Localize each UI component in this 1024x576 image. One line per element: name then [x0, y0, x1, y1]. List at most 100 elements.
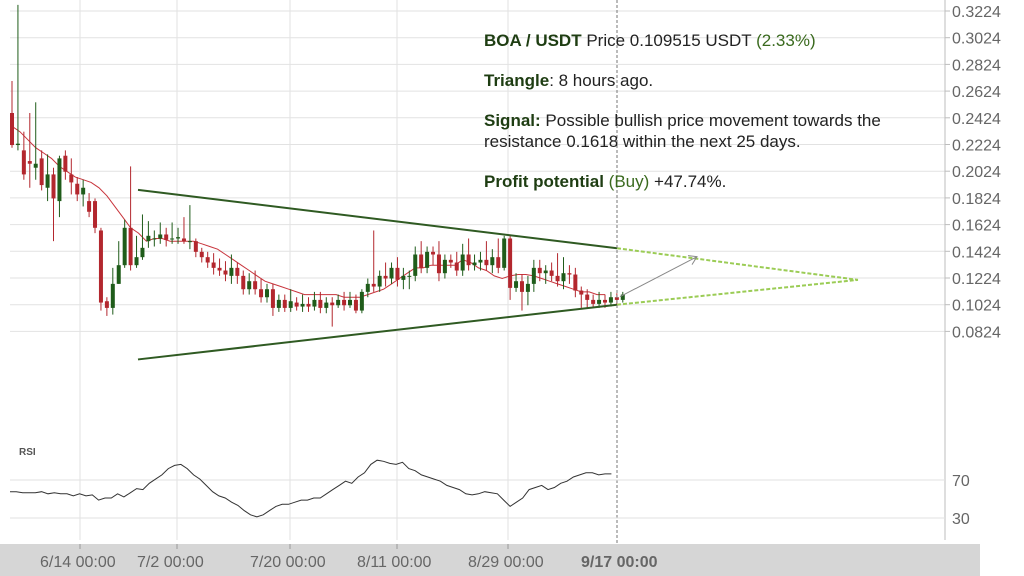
candle-body [211, 262, 216, 268]
current-time-label: 9/17 00:00 [581, 554, 658, 571]
candle-body [33, 163, 38, 168]
candle-body [407, 275, 412, 277]
candle-body [235, 267, 240, 276]
candle-body [496, 257, 501, 268]
candle-body [75, 183, 80, 195]
candle-body [205, 257, 210, 263]
candle-body [140, 247, 145, 258]
candle-body [419, 254, 424, 268]
y-tick-label: 0.0824 [952, 324, 1001, 341]
candle-body [187, 241, 192, 243]
signal-arrow-line [619, 256, 698, 298]
candle-body [158, 234, 163, 239]
candle-body [579, 290, 584, 295]
candle-body [585, 294, 590, 300]
candle-body [561, 273, 566, 282]
candle-body [603, 299, 607, 303]
candle-body [294, 302, 299, 307]
resistance-trendline [137, 188, 618, 250]
candle-body [57, 158, 62, 202]
change-text: (2.33%) [756, 31, 816, 50]
rsi-line [10, 459, 612, 518]
candle-body [377, 275, 382, 287]
profit-value: +47.74%. [654, 172, 727, 191]
ma-series-line [11, 125, 605, 298]
candle-body [454, 262, 459, 271]
candle-body [591, 299, 596, 304]
candle-body [45, 174, 50, 188]
candle-body [253, 281, 258, 290]
candle-body [401, 275, 406, 280]
candle-body [21, 150, 26, 175]
candle-body [555, 275, 560, 282]
candle-body [146, 235, 151, 242]
x-tick-label: 7/2 00:00 [137, 554, 204, 571]
y-tick-label: 0.2224 [952, 138, 1001, 155]
candle-body [460, 254, 465, 271]
x-tick-label: 8/29 00:00 [468, 554, 544, 571]
candle-body [436, 254, 441, 274]
candles [10, 4, 625, 327]
candle-body [502, 238, 507, 268]
rsi-label: RSI [19, 447, 36, 458]
candle-body [597, 299, 602, 304]
candle-body [543, 270, 548, 274]
candle-body [247, 281, 252, 290]
signal-line: Signal: Possible bullish price movement … [484, 110, 914, 152]
x-tick-label: 6/14 00:00 [40, 554, 116, 571]
resistance-projection [616, 247, 859, 281]
candle-body [116, 265, 121, 284]
candle-body [330, 302, 335, 306]
candle-body [241, 275, 246, 290]
candle-body [365, 283, 370, 292]
time-axis-bar [0, 544, 980, 576]
candle-body [87, 201, 92, 212]
triangle-pattern [137, 0, 859, 544]
candle-body [181, 238, 186, 242]
candle-body [306, 303, 311, 307]
y-tick-label: 0.1824 [952, 191, 1001, 208]
y-tick-label: 0.2024 [952, 164, 1001, 181]
candle-body [110, 283, 115, 308]
candle-body [193, 241, 198, 252]
candle-body [324, 302, 329, 308]
candle-body [567, 273, 572, 275]
price-axis: 0.3224 0.3024 0.2824 0.2624 0.2424 0.2224 0.20… [944, 0, 1001, 540]
candle-body [442, 259, 447, 274]
candle-body [259, 289, 264, 298]
candle-body [93, 201, 98, 228]
candle-body [508, 238, 513, 288]
candle-body [448, 259, 453, 263]
candle-body [63, 155, 68, 172]
pattern-label: Triangle [484, 71, 550, 90]
candle-body [312, 299, 317, 307]
candle-body [318, 299, 323, 308]
signal-arrow-head [687, 255, 698, 265]
y-tick-label: 0.2824 [952, 57, 1001, 74]
price-line: BOA / USDT Price 0.109515 USDT (2.33%) [484, 30, 914, 51]
y-tick-label: 0.3224 [952, 4, 1001, 21]
candle-body [98, 230, 103, 303]
candle-body [336, 299, 341, 306]
profit-label: Profit potential [484, 172, 604, 191]
y-tick-label: 0.2424 [952, 111, 1001, 128]
y-tick-label: 0.1224 [952, 271, 1001, 288]
candle-body [342, 299, 347, 306]
candle-body [549, 270, 554, 276]
candle-body [128, 227, 133, 266]
candle-body [104, 301, 109, 308]
y-tick-label: 0.1024 [952, 298, 1001, 315]
candle-body [199, 251, 204, 258]
candle-body [573, 274, 578, 291]
info-panel: BOA / USDT Price 0.109515 USDT (2.33%) T… [484, 30, 914, 211]
candle-body [288, 301, 293, 308]
support-trendline [137, 303, 618, 361]
candle-body [170, 238, 175, 240]
candle-body [15, 143, 20, 146]
candle-body [282, 299, 287, 308]
candle-body [353, 299, 358, 311]
candle-body [484, 259, 489, 266]
price-text: Price 0.109515 USDT [581, 31, 757, 50]
candle-body [413, 254, 418, 276]
